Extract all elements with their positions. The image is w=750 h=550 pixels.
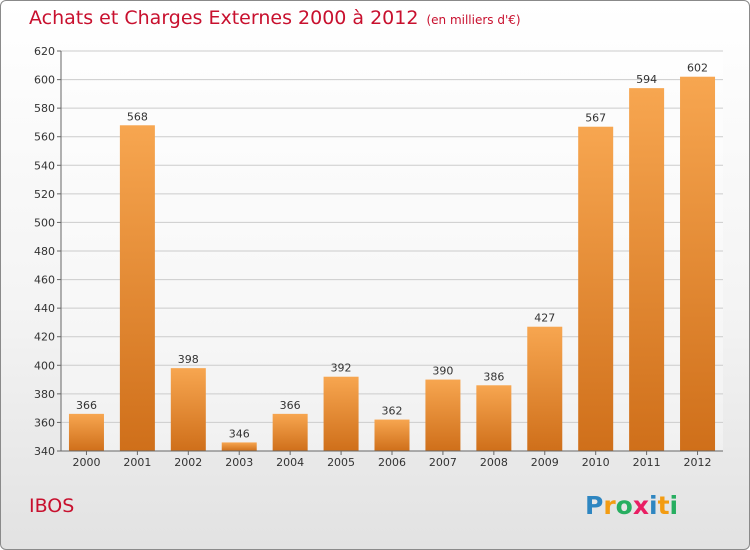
- data-labels: 366 568 398 346 366 392 362 390 386 427 567 594 602: [76, 62, 708, 441]
- data-label: 427: [534, 312, 555, 325]
- y-tick-label: 600: [34, 74, 55, 87]
- bar: [680, 76, 716, 451]
- x-tick-label: 2004: [276, 456, 304, 469]
- logo-letter: i: [649, 491, 658, 520]
- y-tick-label: 440: [34, 302, 55, 315]
- bar: [374, 419, 410, 451]
- logo-letter: o: [615, 491, 633, 520]
- data-label: 346: [229, 427, 250, 440]
- bars: [68, 76, 716, 452]
- x-tick-label: 2012: [684, 456, 712, 469]
- bar: [170, 368, 206, 451]
- proxiti-logo: Proxiti: [585, 491, 678, 520]
- x-tick-label: 2002: [174, 456, 202, 469]
- y-tick-label: 500: [34, 216, 55, 229]
- x-tick-label: 2009: [531, 456, 559, 469]
- bar: [476, 385, 512, 451]
- x-tick-label: 2001: [123, 456, 151, 469]
- bar: [629, 88, 665, 452]
- x-tick-label: 2000: [72, 456, 100, 469]
- x-tick-label: 2011: [633, 456, 661, 469]
- x-tick-label: 2010: [582, 456, 610, 469]
- logo-letter: P: [585, 491, 604, 520]
- data-label: 392: [331, 362, 352, 375]
- bar: [527, 326, 563, 451]
- x-tick-label: 2008: [480, 456, 508, 469]
- data-label: 602: [687, 62, 708, 75]
- data-label: 362: [382, 405, 403, 418]
- data-label: 390: [432, 365, 453, 378]
- logo-letter: t: [657, 491, 670, 520]
- data-label: 594: [636, 73, 657, 86]
- bar: [323, 376, 359, 451]
- y-tick-label: 580: [34, 102, 55, 115]
- y-tick-label: 380: [34, 388, 55, 401]
- x-tick-label: 2005: [327, 456, 355, 469]
- data-label: 567: [585, 112, 606, 125]
- logo-letter: x: [632, 491, 649, 520]
- data-label: 568: [127, 110, 148, 123]
- x-tick-label: 2006: [378, 456, 406, 469]
- x-tick-label: 2003: [225, 456, 253, 469]
- data-label: 366: [76, 399, 97, 412]
- logo-letter: r: [603, 491, 616, 520]
- bar: [221, 442, 257, 451]
- x-tick-label: 2007: [429, 456, 457, 469]
- logo-letter: i: [669, 491, 679, 520]
- y-tick-label: 540: [34, 159, 55, 172]
- data-label: 366: [280, 399, 301, 412]
- bar: [68, 413, 104, 451]
- bar: [272, 413, 308, 451]
- bar: [425, 379, 461, 451]
- y-tick-label: 360: [34, 416, 55, 429]
- bar: [578, 126, 614, 451]
- y-tick-label: 560: [34, 131, 55, 144]
- y-tick-label: 480: [34, 245, 55, 258]
- chart-title: Achats et Charges Externes 2000 à 2012 (e…: [29, 7, 521, 29]
- chart-title-text: Achats et Charges Externes 2000 à 2012: [29, 7, 419, 29]
- x-axis: 2000 2001 2002 2003 2004 2005 2006 2007 2008 2009…: [61, 450, 723, 469]
- data-label: 386: [483, 370, 504, 383]
- y-tick-label: 460: [34, 274, 55, 287]
- y-tick-label: 420: [34, 331, 55, 344]
- y-tick-label: 340: [34, 445, 55, 458]
- y-tick-label: 520: [34, 188, 55, 201]
- bar: [119, 125, 155, 452]
- y-tick-label: 620: [34, 45, 55, 58]
- chart-subtitle: (en milliers d'€): [426, 13, 521, 27]
- y-tick-label: 400: [34, 359, 55, 372]
- y-axis: 340 360 380 400 420 440 460 480 500 520 540 560 580 6…: [34, 45, 62, 458]
- data-label: 398: [178, 353, 199, 366]
- commune-name: IBOS: [29, 495, 75, 517]
